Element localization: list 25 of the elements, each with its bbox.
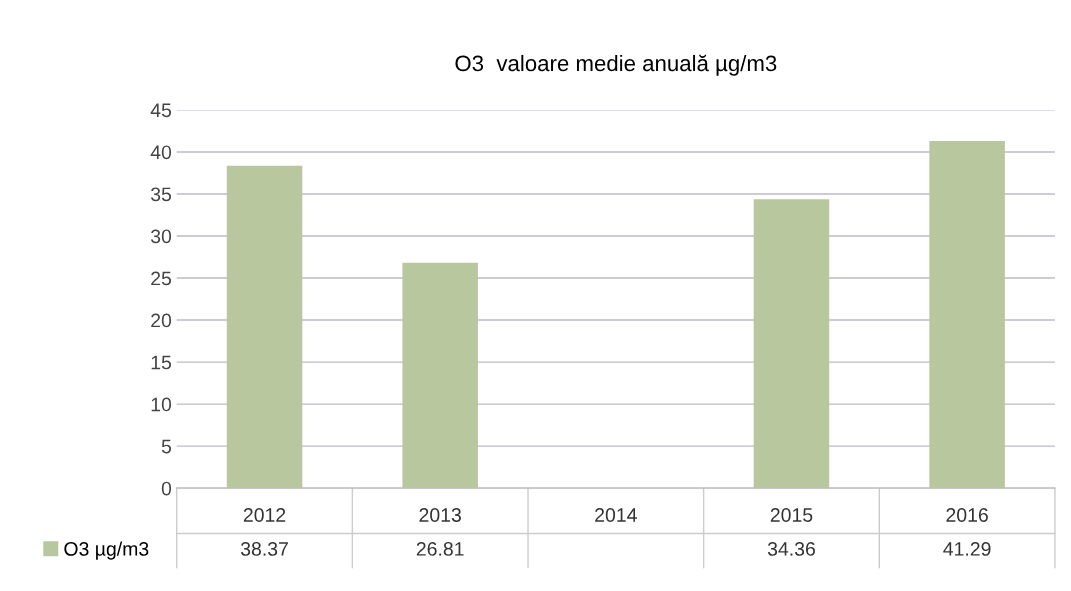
data-label: 38.37 — [240, 542, 288, 556]
data-label: 41.29 — [943, 542, 991, 556]
x-tick-label: 2016 — [946, 508, 988, 522]
data-label: 34.36 — [767, 542, 815, 556]
y-tick-label: 25 — [151, 271, 172, 286]
y-tick-label: 15 — [151, 355, 172, 370]
y-tick-label: 0 — [161, 481, 172, 496]
legend-label: O3 µg/m3 — [64, 541, 149, 560]
x-tick-label: 2013 — [419, 508, 461, 522]
y-tick-label: 5 — [161, 439, 172, 454]
data-label: 26.81 — [416, 542, 464, 556]
y-tick-label: 10 — [151, 397, 172, 412]
y-tick-label: 40 — [150, 145, 172, 160]
x-tick-label: 2012 — [243, 508, 286, 522]
bar — [402, 262, 478, 489]
bar — [753, 199, 830, 489]
x-tick-label: 2014 — [595, 508, 637, 522]
y-tick-label: 45 — [150, 103, 172, 118]
chart-title: O3 valoare medie anuală µg/m3 — [455, 54, 777, 76]
y-tick-label: 35 — [150, 187, 172, 202]
bar — [929, 141, 1005, 489]
bar — [226, 165, 303, 489]
y-tick-label: 20 — [151, 313, 172, 328]
y-tick-label: 30 — [150, 229, 172, 244]
x-tick-label: 2015 — [770, 508, 813, 522]
